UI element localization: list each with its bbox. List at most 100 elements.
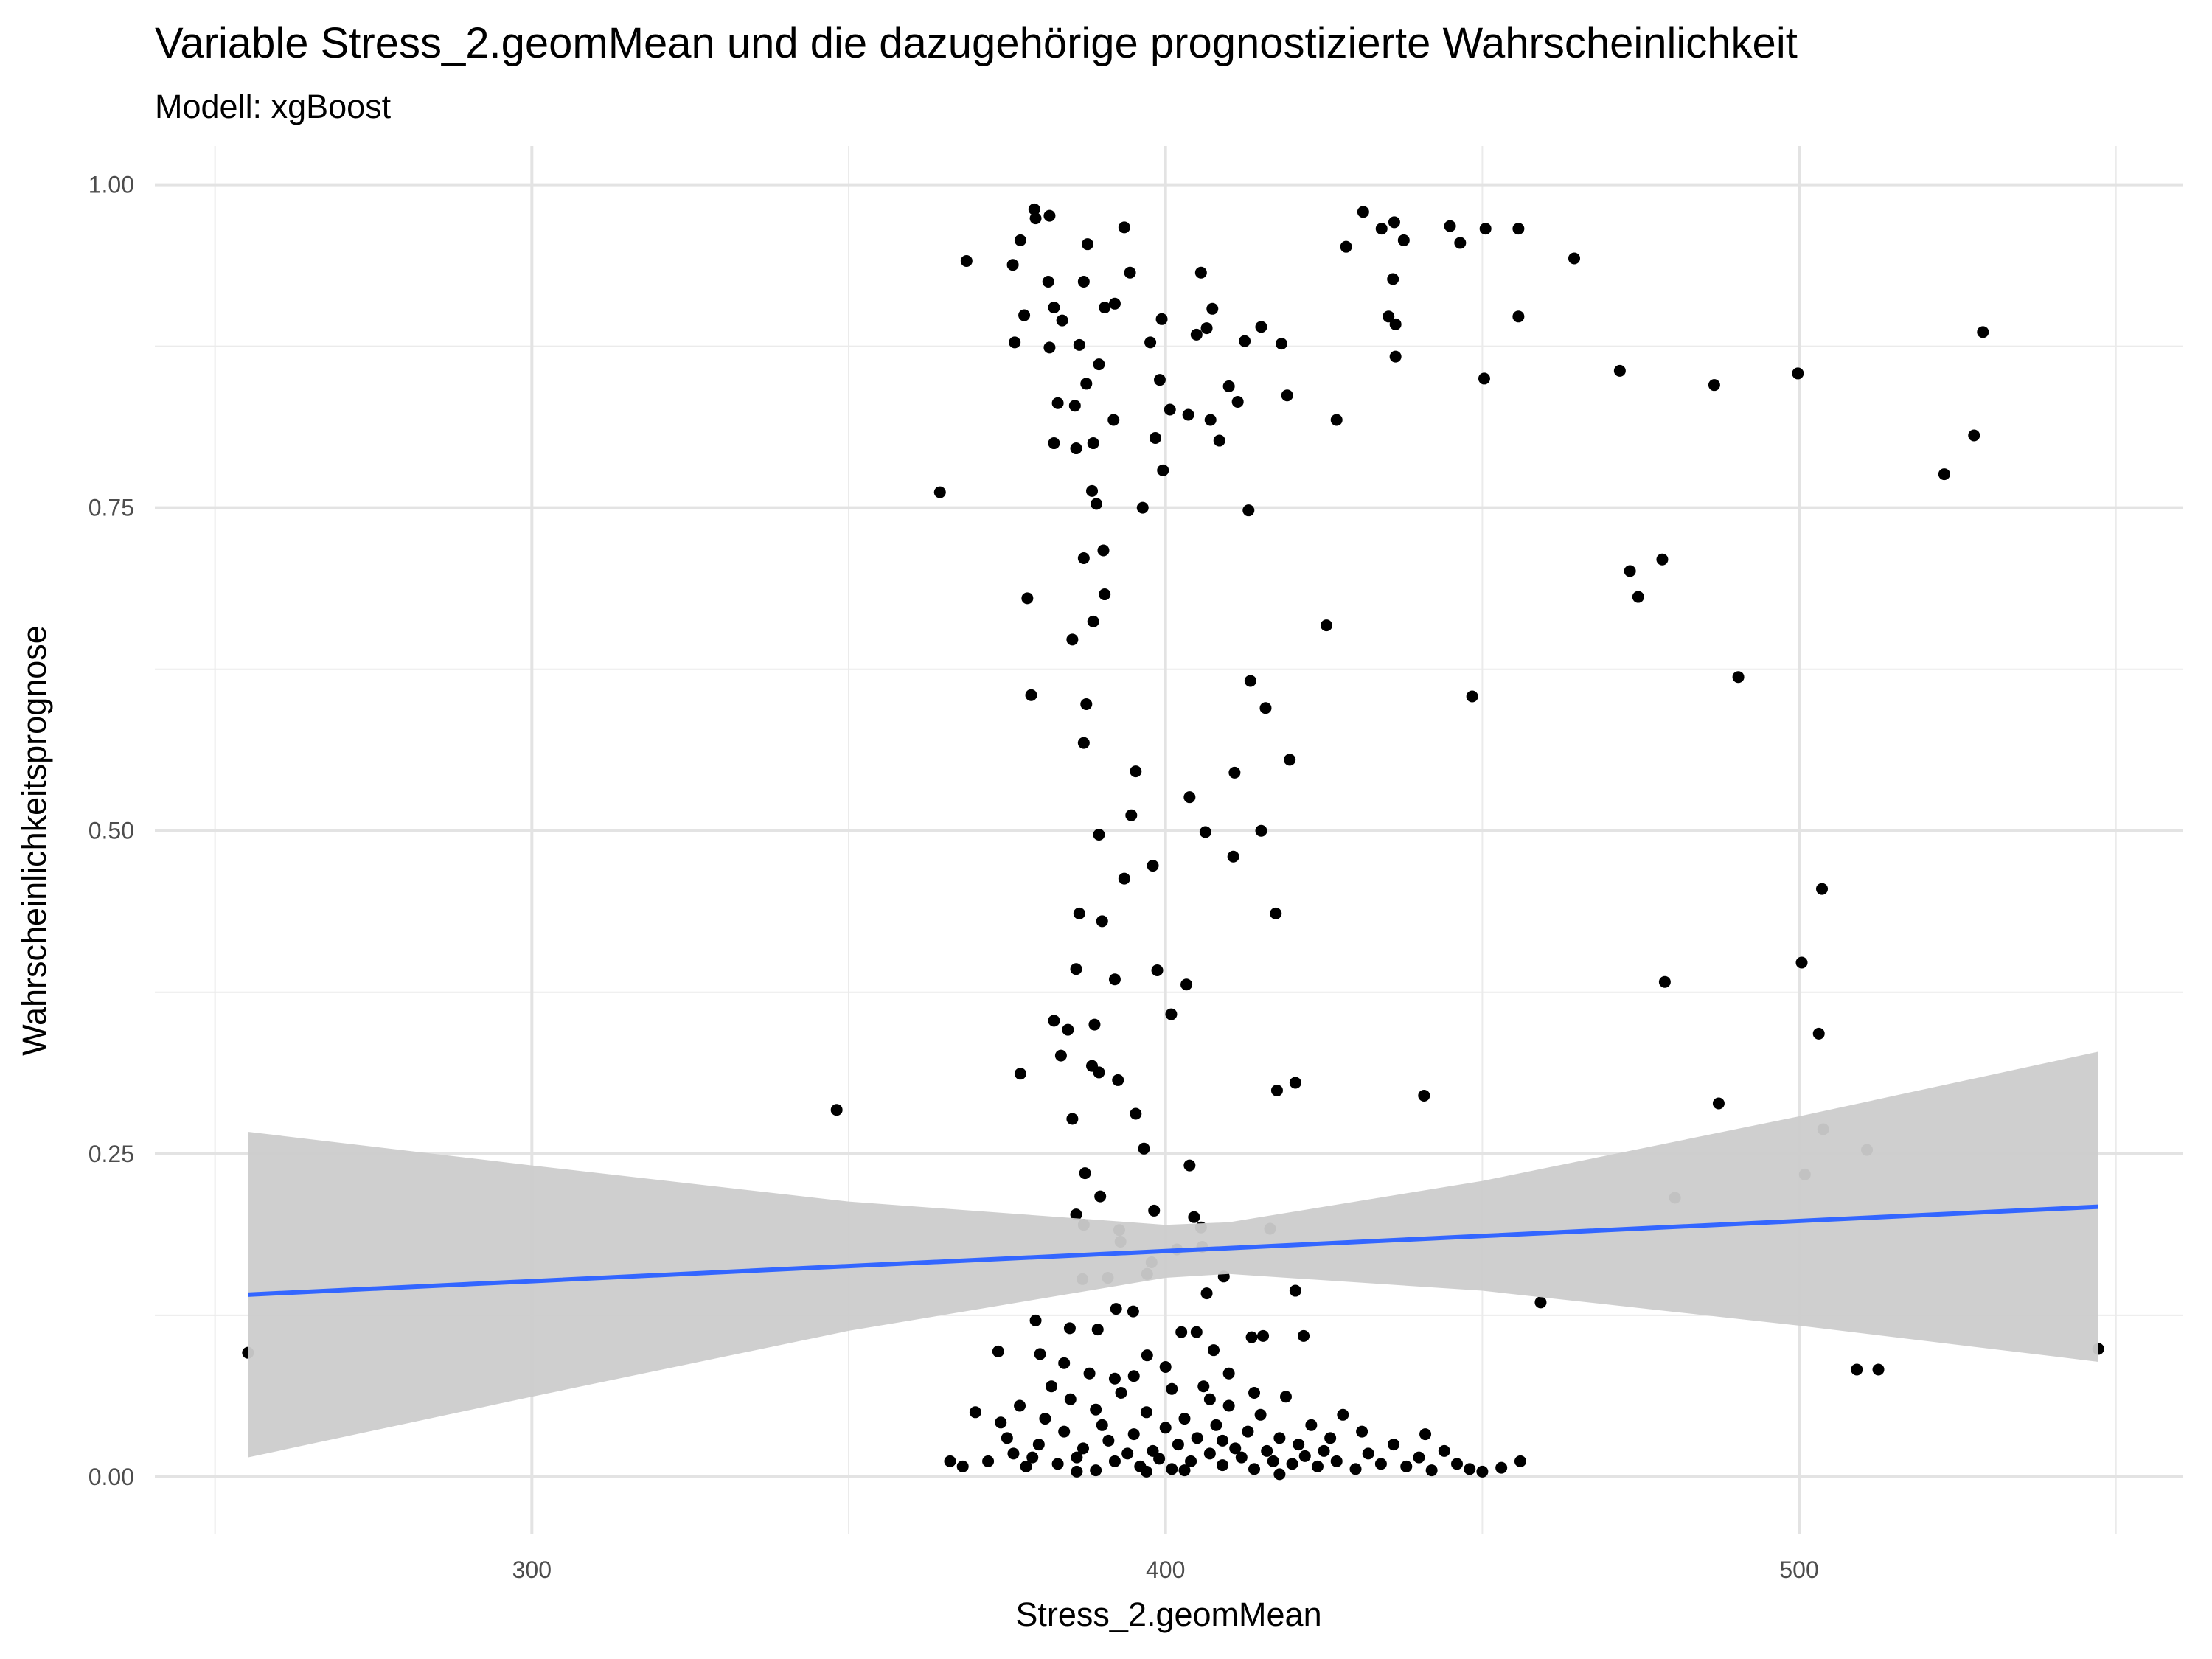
point bbox=[944, 1455, 956, 1467]
point bbox=[1130, 1107, 1142, 1120]
point bbox=[1210, 1419, 1222, 1431]
point bbox=[1025, 689, 1037, 701]
point bbox=[1213, 434, 1225, 447]
point bbox=[1279, 1391, 1292, 1403]
y-tick-label: 0.00 bbox=[88, 1464, 134, 1490]
point bbox=[1495, 1461, 1508, 1474]
point bbox=[1159, 1422, 1172, 1434]
point bbox=[1107, 414, 1120, 426]
point bbox=[982, 1455, 995, 1467]
y-tick-label: 0.50 bbox=[88, 818, 134, 844]
point bbox=[1118, 872, 1130, 885]
chart-title: Variable Stress_2.geomMean und die dazug… bbox=[155, 19, 1798, 67]
point bbox=[1124, 266, 1136, 279]
point bbox=[1048, 1015, 1060, 1027]
point bbox=[1298, 1329, 1310, 1342]
point bbox=[1082, 238, 1093, 251]
point bbox=[1438, 1444, 1450, 1457]
point bbox=[1362, 1447, 1374, 1460]
point bbox=[1166, 1463, 1178, 1475]
point bbox=[1070, 963, 1082, 975]
point bbox=[1227, 850, 1239, 863]
point bbox=[1159, 1360, 1172, 1373]
point bbox=[1273, 1468, 1286, 1481]
point bbox=[1451, 1458, 1464, 1470]
point bbox=[1305, 1419, 1318, 1431]
point bbox=[1400, 1460, 1413, 1472]
point bbox=[1374, 1458, 1387, 1470]
point bbox=[1389, 350, 1402, 363]
point bbox=[1257, 1329, 1270, 1342]
point bbox=[1083, 1367, 1096, 1380]
point bbox=[1164, 403, 1176, 416]
point bbox=[1157, 464, 1169, 476]
point bbox=[1125, 809, 1138, 821]
point bbox=[1812, 1027, 1825, 1040]
point bbox=[1222, 380, 1235, 392]
point bbox=[830, 1104, 843, 1116]
point bbox=[1073, 338, 1085, 351]
point bbox=[1127, 1428, 1140, 1441]
point bbox=[1136, 501, 1149, 514]
point bbox=[1058, 1357, 1071, 1369]
point bbox=[1242, 1425, 1254, 1438]
point bbox=[1026, 1451, 1039, 1464]
point bbox=[1058, 1425, 1071, 1438]
point bbox=[1091, 498, 1103, 510]
point bbox=[1318, 1444, 1330, 1457]
point bbox=[1093, 1066, 1105, 1079]
point bbox=[1275, 338, 1287, 350]
point bbox=[1413, 1451, 1425, 1464]
point bbox=[1180, 978, 1193, 991]
point bbox=[1165, 1008, 1178, 1020]
point bbox=[1153, 1453, 1166, 1465]
point bbox=[1357, 206, 1369, 218]
point bbox=[1088, 1018, 1101, 1031]
point bbox=[1042, 275, 1054, 288]
point bbox=[1046, 1380, 1058, 1393]
point bbox=[1077, 1442, 1089, 1455]
point bbox=[1204, 414, 1217, 426]
point bbox=[1245, 1331, 1258, 1343]
point bbox=[1248, 1386, 1261, 1399]
point bbox=[1340, 240, 1352, 253]
point bbox=[1064, 1393, 1077, 1405]
point bbox=[1028, 203, 1040, 215]
point bbox=[1512, 223, 1525, 235]
point bbox=[1153, 374, 1166, 386]
point bbox=[1006, 259, 1019, 271]
point bbox=[1090, 1464, 1102, 1477]
point bbox=[1178, 1464, 1191, 1477]
point bbox=[1270, 907, 1282, 919]
point bbox=[995, 1416, 1007, 1429]
point bbox=[1872, 1363, 1885, 1376]
point bbox=[1108, 1372, 1121, 1385]
point bbox=[1086, 484, 1099, 497]
point bbox=[1093, 828, 1105, 841]
point bbox=[1096, 1419, 1108, 1431]
point bbox=[1087, 615, 1099, 627]
point bbox=[1281, 389, 1293, 402]
point bbox=[1070, 442, 1082, 455]
point bbox=[1130, 765, 1142, 778]
point bbox=[1242, 504, 1255, 517]
point bbox=[1172, 1439, 1184, 1451]
point bbox=[1466, 690, 1478, 703]
point bbox=[1337, 1408, 1349, 1421]
point bbox=[1080, 698, 1093, 711]
point bbox=[1208, 1344, 1220, 1357]
point bbox=[1190, 1326, 1203, 1338]
point bbox=[1032, 1439, 1045, 1451]
point bbox=[992, 1345, 1004, 1357]
point bbox=[1188, 1211, 1200, 1223]
point bbox=[1014, 1068, 1026, 1080]
point bbox=[1259, 702, 1272, 714]
point bbox=[1320, 619, 1332, 632]
point bbox=[1222, 1399, 1235, 1412]
x-axis-title: Stress_2.geomMean bbox=[1015, 1596, 1321, 1633]
point bbox=[1217, 1459, 1229, 1472]
point bbox=[1534, 1296, 1547, 1309]
point bbox=[1229, 1442, 1242, 1455]
point bbox=[1127, 1370, 1140, 1382]
point bbox=[1079, 1167, 1091, 1180]
